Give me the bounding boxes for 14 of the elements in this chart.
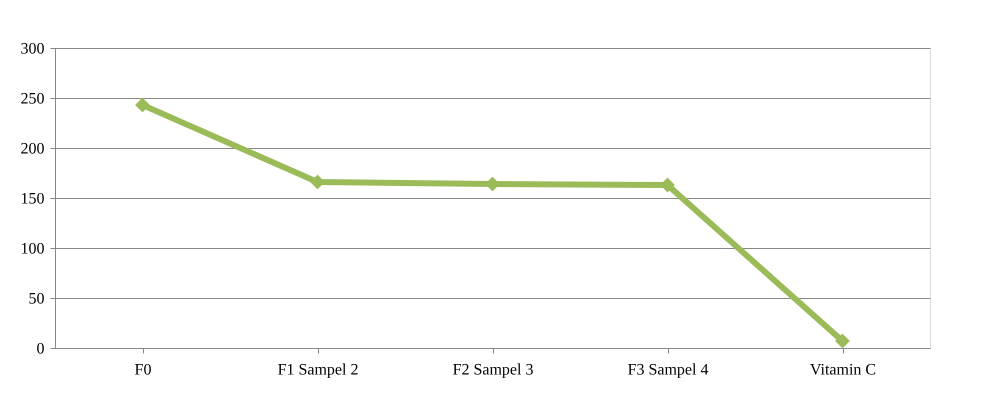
y-tick-label: 300 xyxy=(20,40,44,58)
y-tick-label: 0 xyxy=(36,340,44,358)
y-tick-label: 250 xyxy=(20,90,44,108)
y-tick-label: 150 xyxy=(20,190,44,208)
x-tick-label: F2 Sampel 3 xyxy=(452,362,534,378)
y-tick-label: 100 xyxy=(20,240,44,258)
x-tick-label: Vitamin C xyxy=(810,362,876,378)
x-tick-label: F1 Sampel 2 xyxy=(278,362,358,378)
x-tick-label: F0 xyxy=(134,362,152,378)
point xyxy=(135,98,150,112)
x-tick-label: F3 Sampel 4 xyxy=(628,362,708,378)
point xyxy=(835,334,850,348)
y-tick-label: 200 xyxy=(20,140,44,158)
y-tick-label: 50 xyxy=(28,290,44,308)
